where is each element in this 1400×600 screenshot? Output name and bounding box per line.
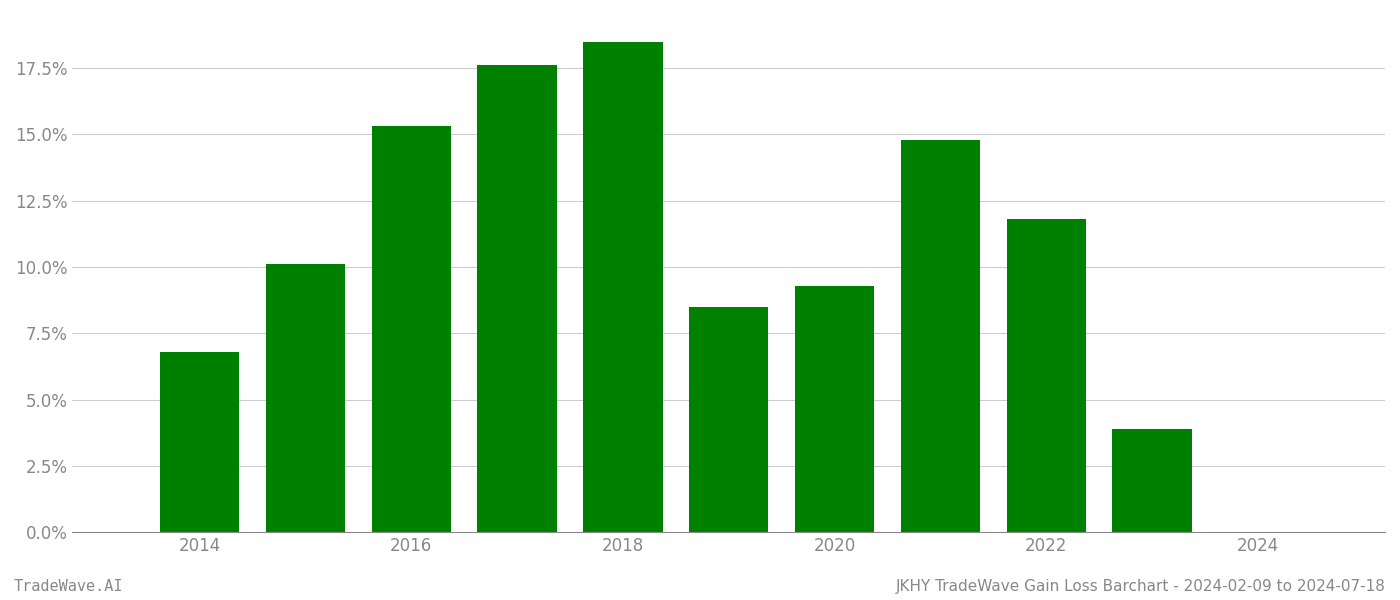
Bar [160, 352, 239, 532]
Text: TradeWave.AI: TradeWave.AI [14, 579, 123, 594]
Bar [584, 41, 662, 532]
Bar [266, 264, 344, 532]
Bar [477, 65, 557, 532]
Bar [795, 286, 874, 532]
Bar [1113, 429, 1191, 532]
Bar [900, 140, 980, 532]
Bar [689, 307, 769, 532]
Bar [1007, 219, 1086, 532]
Text: JKHY TradeWave Gain Loss Barchart - 2024-02-09 to 2024-07-18: JKHY TradeWave Gain Loss Barchart - 2024… [896, 579, 1386, 594]
Bar [371, 127, 451, 532]
